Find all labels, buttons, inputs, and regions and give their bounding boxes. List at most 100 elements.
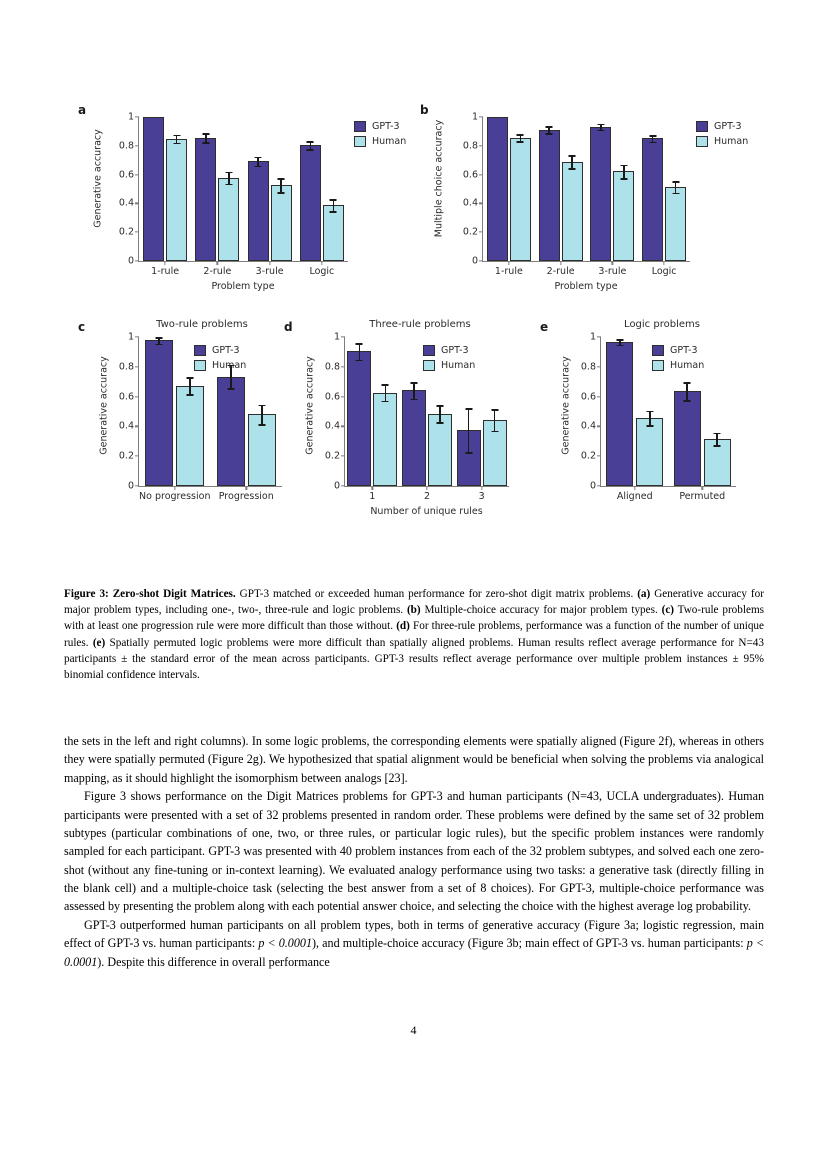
panel-c-legend: GPT-3 Human xyxy=(194,345,246,375)
error-bar-cap xyxy=(381,400,389,403)
error-bar-cap xyxy=(597,123,605,126)
body-p3-seg-1: GPT-3 outperformed human participants on… xyxy=(64,917,764,951)
y-tick-label: 0.4 xyxy=(118,420,134,432)
error-bar xyxy=(600,123,602,130)
legend-swatch-gpt3-icon xyxy=(696,121,708,132)
x-tick-label: 3-rule xyxy=(598,266,627,277)
error-bar xyxy=(358,343,361,360)
y-tick-mark xyxy=(341,395,345,398)
error-bar-cap xyxy=(568,155,576,157)
x-tick-label: 2-rule xyxy=(546,266,575,277)
panel-b-xlabel: Problem type xyxy=(554,281,618,292)
caption-seg-0: GPT-3 matched or exceeded human performa… xyxy=(235,588,638,600)
error-bar-cap xyxy=(516,134,524,136)
error-bar-cap xyxy=(225,171,233,174)
y-tick-label: 0.2 xyxy=(118,226,134,238)
caption-ref-b: (b) xyxy=(406,604,421,617)
y-tick-label: 0.8 xyxy=(118,361,134,373)
y-tick-label: 0.6 xyxy=(580,391,596,403)
error-bar xyxy=(260,404,263,425)
y-tick-label: 0.2 xyxy=(324,450,340,462)
y-tick-mark xyxy=(597,395,601,398)
figure-caption-label: Figure 3: Zero-shot Digit Matrices. xyxy=(64,588,236,600)
error-bar-cap xyxy=(683,400,691,403)
y-tick-label: 0 xyxy=(471,255,478,267)
y-tick-mark xyxy=(135,116,139,118)
error-bar-cap xyxy=(306,141,314,143)
y-tick-label: 0.4 xyxy=(324,420,340,432)
y-tick-label: 0.4 xyxy=(118,197,134,209)
y-tick-mark xyxy=(597,485,601,487)
y-tick-mark xyxy=(597,455,601,457)
y-tick-mark xyxy=(135,231,139,233)
panel-e: e Logic problems Generative accuracy 0 0.… xyxy=(540,317,760,517)
error-bar xyxy=(548,126,550,134)
legend-label-human: Human xyxy=(441,360,476,371)
panel-d: d Three-rule problems Generative accurac… xyxy=(284,317,539,522)
bar-human xyxy=(428,413,452,486)
bar-human xyxy=(703,438,731,486)
bar-gpt3 xyxy=(538,129,560,261)
y-tick-label: 0 xyxy=(589,480,596,492)
panel-c-title: Two-rule problems xyxy=(156,319,248,330)
legend-entry-gpt3: GPT-3 xyxy=(696,121,748,132)
panel-d-legend: GPT-3 Human xyxy=(423,345,475,375)
legend-swatch-gpt3-icon xyxy=(354,121,366,132)
error-bar-cap xyxy=(516,141,524,143)
y-tick-label: 1 xyxy=(471,111,478,123)
error-bar xyxy=(257,156,259,166)
error-bar-cap xyxy=(173,134,181,137)
panel-c: c Two-rule problems Generative accuracy … xyxy=(78,317,298,517)
legend-swatch-human-icon xyxy=(194,360,206,371)
error-bar-cap xyxy=(173,142,181,145)
error-bar-cap xyxy=(186,377,194,379)
body-p3-stat-2: p < 0.0001 xyxy=(64,936,765,969)
error-bar xyxy=(493,409,496,431)
error-bar-cap xyxy=(649,135,657,137)
x-tick-label: Logic xyxy=(309,266,335,277)
error-bar-cap xyxy=(258,404,266,407)
error-bar-cap xyxy=(155,337,163,339)
y-tick-mark xyxy=(479,173,483,176)
panel-b-ylabel: Multiple choice accuracy xyxy=(433,119,445,238)
error-bar xyxy=(280,178,282,193)
bar-human xyxy=(613,171,635,261)
caption-ref-a: (a) xyxy=(637,588,651,600)
y-tick-label: 1 xyxy=(127,111,134,123)
error-bar-cap xyxy=(186,394,194,396)
error-bar-cap xyxy=(713,445,721,447)
y-tick-label: 1 xyxy=(127,331,134,343)
error-bar-cap xyxy=(410,398,418,401)
error-bar xyxy=(205,133,207,143)
y-tick-label: 0.4 xyxy=(462,197,478,209)
x-tick-mark xyxy=(321,261,323,265)
legend-entry-human: Human xyxy=(423,360,475,371)
error-bar-cap xyxy=(620,164,628,167)
x-tick-label: 1 xyxy=(369,491,376,502)
y-tick-label: 0.2 xyxy=(118,450,134,462)
panel-e-letter: e xyxy=(540,320,549,334)
x-tick-mark xyxy=(245,486,247,490)
body-paragraph-1: the sets in the left and right columns).… xyxy=(64,734,764,785)
panel-a-ylabel: Generative accuracy xyxy=(92,129,104,228)
y-tick-mark xyxy=(597,425,601,428)
error-bar xyxy=(651,135,654,142)
error-bar-cap xyxy=(355,359,363,362)
error-bar xyxy=(384,384,387,401)
panel-e-plot: 0 0.2 0.4 0.6 0.8 1 Aligned Permuted xyxy=(581,332,736,502)
y-tick-mark xyxy=(479,202,483,205)
body-text-block: the sets in the left and right columns).… xyxy=(64,732,764,971)
panel-b: b Multiple choice accuracy 0 0.2 0.4 0.6 0.8… xyxy=(420,95,748,292)
caption-ref-e: (e) xyxy=(92,636,106,649)
x-tick-label: 1-rule xyxy=(494,266,523,277)
panel-a: a Generative accuracy 0 0.2 0.4 0.6 0.8 1 1-ru… xyxy=(78,95,406,292)
y-tick-label: 0.4 xyxy=(580,420,596,432)
legend-label-gpt3: GPT-3 xyxy=(441,345,469,356)
figure-caption: Figure 3: Zero-shot Digit Matrices. GPT-… xyxy=(64,586,764,683)
legend-label-human: Human xyxy=(714,136,749,147)
bar-gpt3 xyxy=(486,117,508,261)
legend-label-gpt3: GPT-3 xyxy=(212,345,240,356)
bar-human xyxy=(665,187,687,261)
x-tick-label: 3 xyxy=(478,491,485,502)
panel-a-legend: GPT-3 Human xyxy=(354,121,406,151)
